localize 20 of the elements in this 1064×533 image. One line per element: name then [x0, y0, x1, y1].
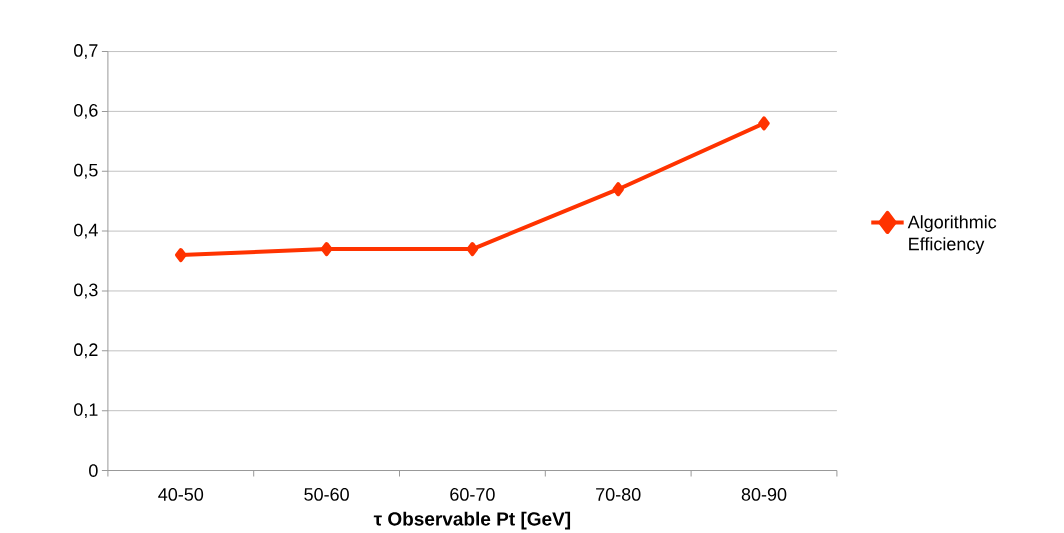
x-tick-label: 50-60: [304, 488, 349, 501]
y-tick-label: 0,4: [74, 223, 98, 239]
x-tick-label: 70-80: [596, 488, 641, 501]
point: [320, 242, 333, 257]
point: [758, 116, 770, 131]
point: [466, 242, 479, 257]
x-tick-label: 80-90: [741, 488, 787, 501]
point: [175, 248, 187, 263]
y-tick-label: 0,2: [74, 343, 98, 359]
y-tick-label: 0,3: [74, 283, 98, 299]
x-tick-label: 60-70: [450, 488, 495, 501]
x-axis-title: τ Observable Pt [GeV]: [373, 511, 571, 530]
y-tick-label: 0,1: [74, 403, 98, 419]
y-tick-label: 0: [89, 464, 98, 478]
legend-label: Algorithmic Efficiency: [907, 215, 997, 255]
y-tick-label: 0,7: [74, 44, 98, 60]
x-tick-label: 40-50: [158, 488, 204, 501]
y-tick-label: 0,5: [74, 163, 98, 179]
point: [612, 182, 624, 197]
y-tick-label: 0,6: [74, 104, 98, 119]
